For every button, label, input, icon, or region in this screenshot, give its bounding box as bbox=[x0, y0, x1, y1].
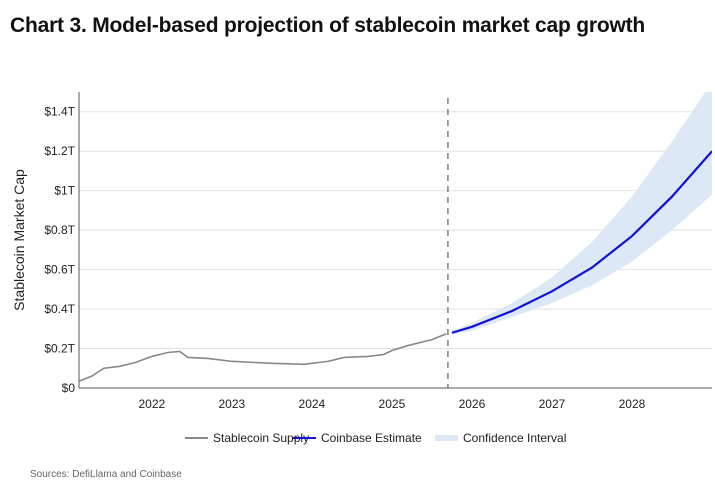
coinbase-estimate-line bbox=[451, 150, 712, 334]
x-tick-label: 2026 bbox=[459, 397, 486, 411]
y-tick-label: $0.2T bbox=[44, 342, 75, 356]
x-tick-label: 2027 bbox=[539, 397, 566, 411]
x-tick-label: 2024 bbox=[299, 397, 326, 411]
y-tick-label: $0 bbox=[62, 381, 76, 395]
y-axis-label: Stablecoin Market Cap bbox=[11, 169, 27, 311]
x-tick-label: 2028 bbox=[619, 397, 646, 411]
y-tick-label: $1.4T bbox=[44, 105, 75, 119]
legend-label: Stablecoin Supply bbox=[213, 431, 309, 445]
chart-title: Chart 3. Model-based projection of stabl… bbox=[10, 14, 646, 37]
legend-label: Confidence Interval bbox=[463, 431, 566, 445]
x-tick-label: 2022 bbox=[138, 397, 165, 411]
y-tick-label: $0.4T bbox=[44, 302, 75, 316]
stablecoin-supply-line bbox=[79, 332, 447, 382]
y-tick-label: $1.2T bbox=[44, 144, 75, 158]
y-tick-label: $0.6T bbox=[44, 263, 75, 277]
legend-label: Coinbase Estimate bbox=[321, 431, 422, 445]
x-tick-label: 2025 bbox=[379, 397, 406, 411]
confidence-interval-band bbox=[451, 92, 712, 335]
y-tick-label: $0.8T bbox=[44, 223, 75, 237]
y-tick-label: $1T bbox=[54, 184, 75, 198]
source-note: Sources: DefiLlama and Coinbase bbox=[30, 469, 182, 480]
x-tick-label: 2023 bbox=[218, 397, 245, 411]
